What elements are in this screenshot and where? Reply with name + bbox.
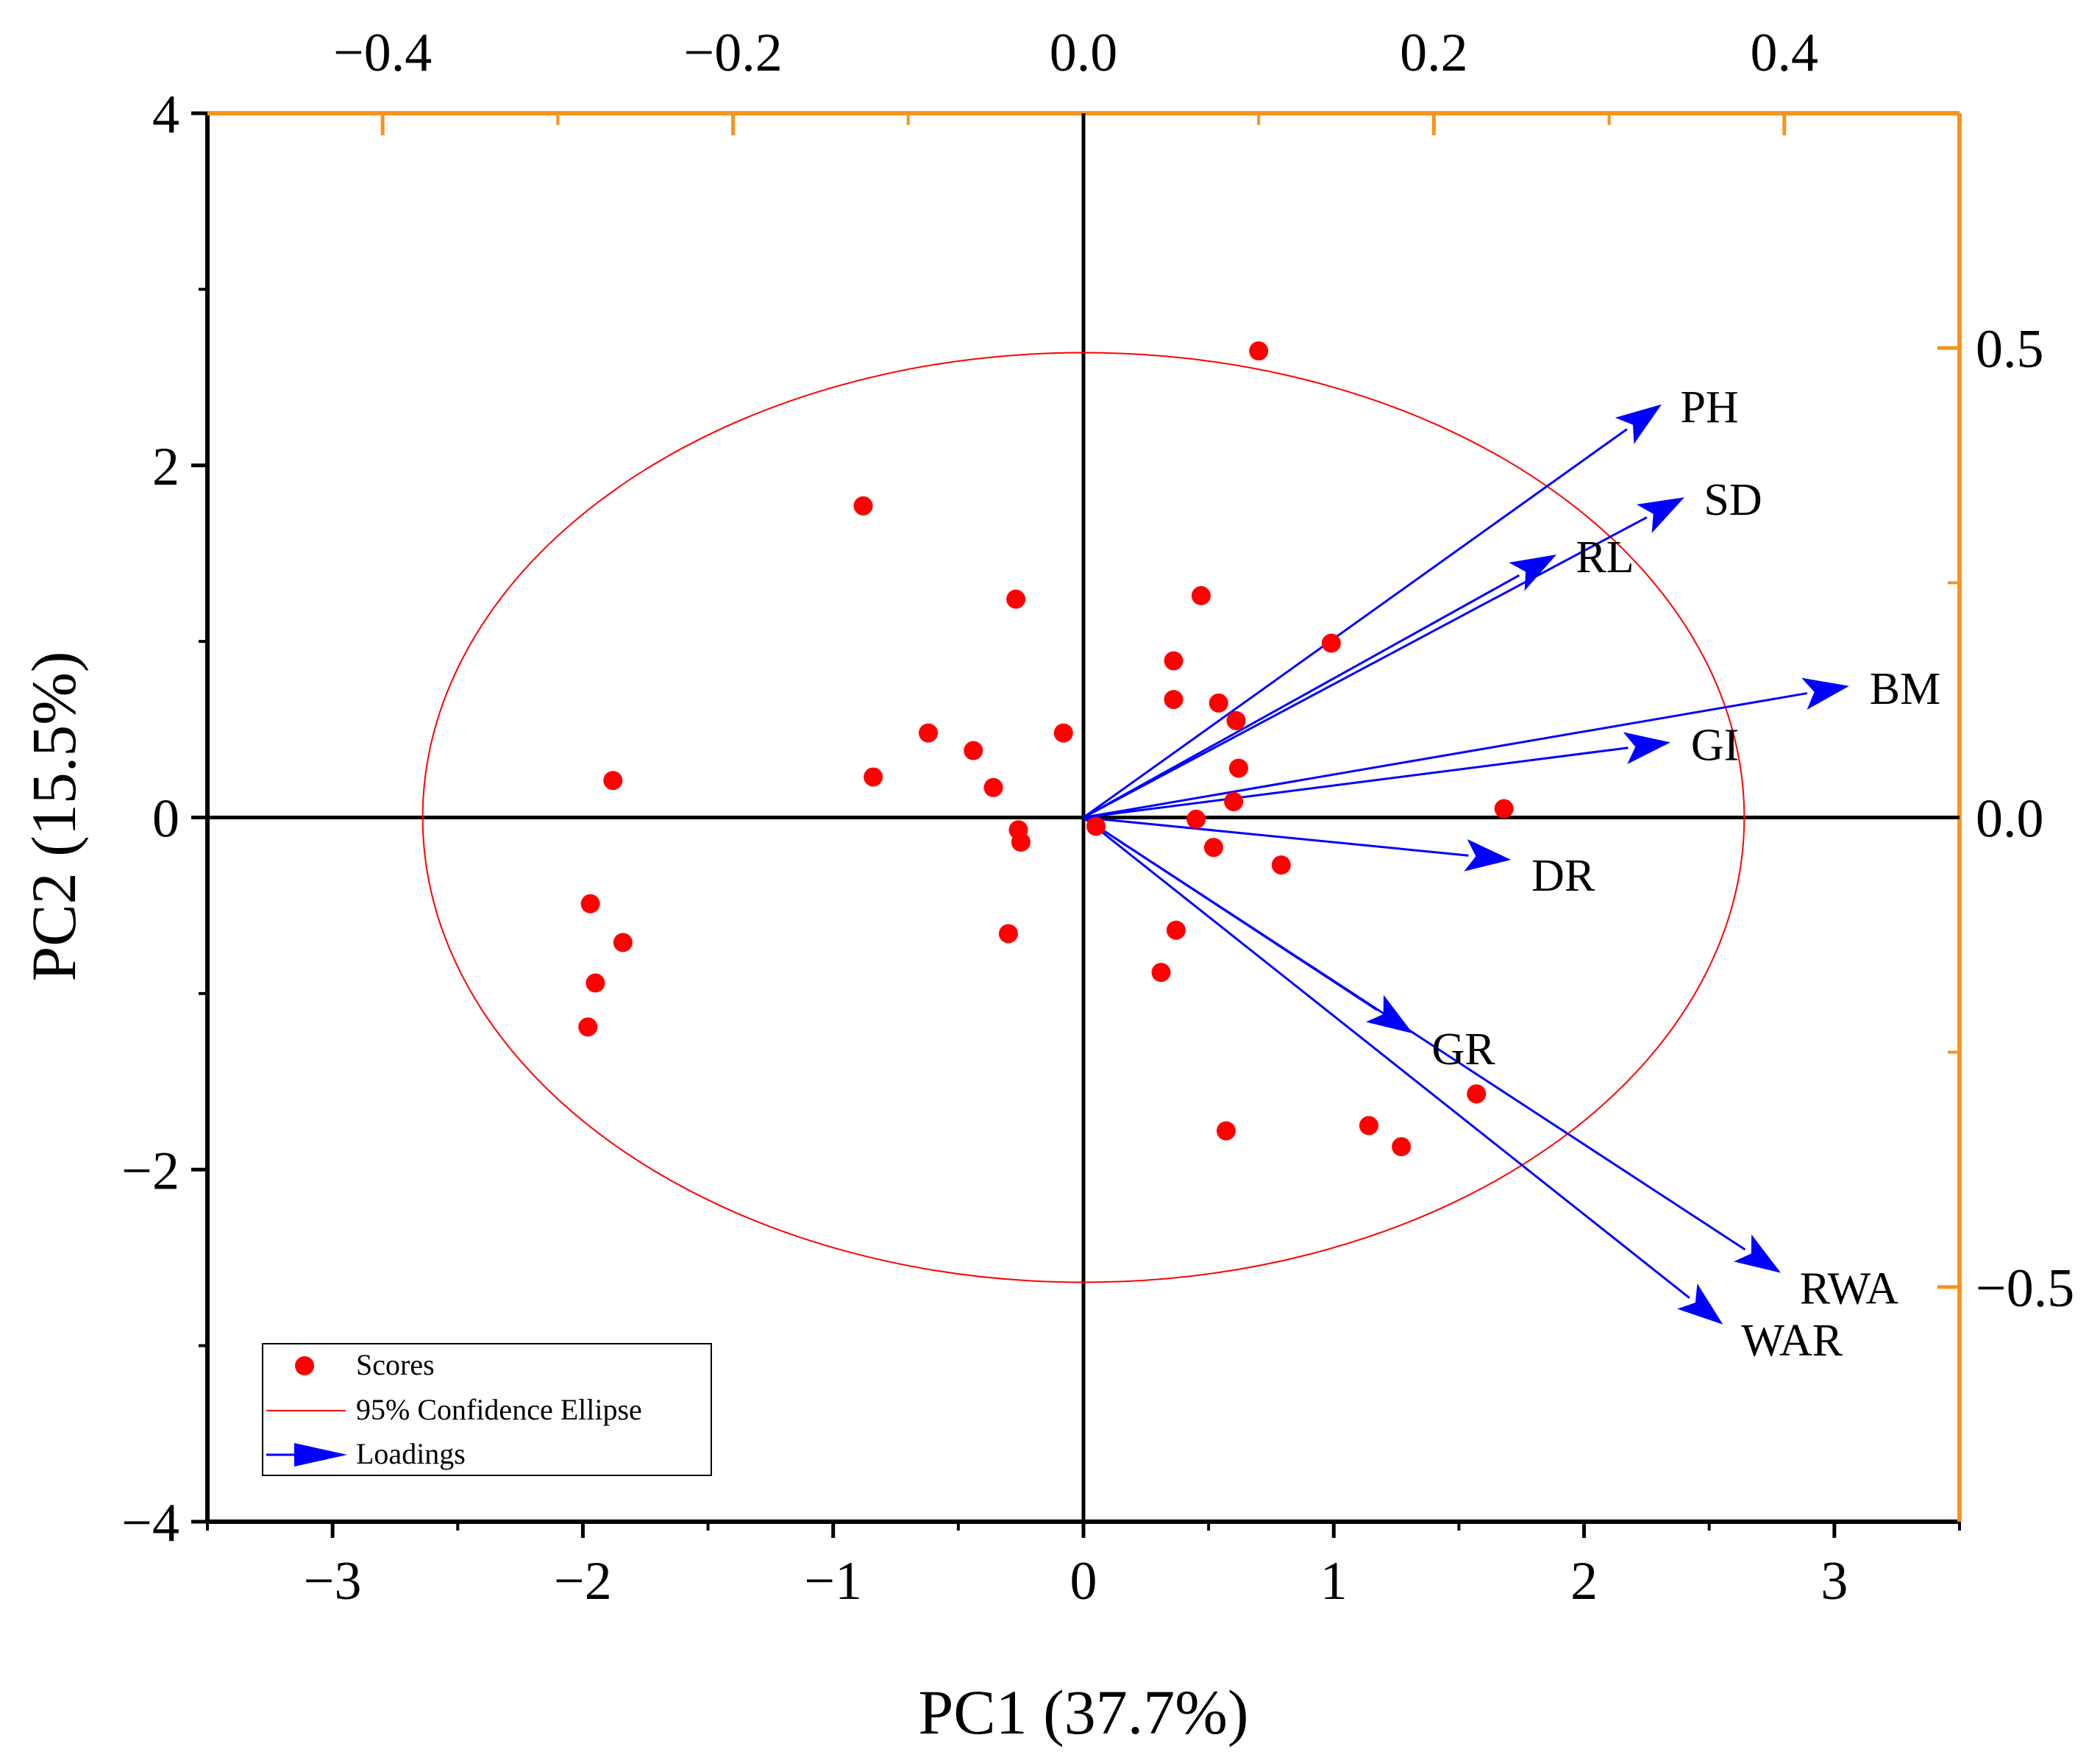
legend-loadings-label: Loadings — [356, 1437, 466, 1470]
score-point — [1166, 920, 1186, 940]
score-point — [603, 771, 623, 791]
top-tick-label: 0.2 — [1400, 23, 1468, 83]
loading-label-ph: PH — [1680, 382, 1738, 432]
y-tick-label: 0 — [152, 789, 179, 849]
loading-arrow-war — [1083, 816, 1690, 1300]
loading-label-rl: RL — [1576, 532, 1634, 582]
loading-label-rwa: RWA — [1800, 1264, 1899, 1314]
score-point — [1228, 758, 1248, 778]
loading-arrowhead-bm — [1801, 677, 1849, 710]
y-tick-label: 4 — [152, 85, 179, 145]
loading-arrow-bm — [1083, 692, 1808, 819]
score-point — [864, 767, 883, 787]
score-point — [919, 723, 939, 743]
loading-arrow-sd — [1083, 516, 1648, 819]
loading-arrowhead-ph — [1615, 404, 1662, 444]
loading-arrowhead-dr — [1464, 838, 1512, 872]
x-tick-label: −2 — [554, 1551, 612, 1611]
loading-arrow-dr — [1083, 816, 1469, 857]
loading-arrowhead-rl — [1509, 555, 1557, 591]
score-point — [580, 894, 600, 913]
right-tick-label: 0.5 — [1976, 319, 2044, 380]
right-tick-label: −0.5 — [1976, 1258, 2074, 1319]
score-point — [1164, 651, 1184, 671]
score-point — [1226, 710, 1246, 730]
loadings-group — [1083, 404, 1849, 1325]
score-point — [964, 741, 983, 760]
score-point — [1203, 838, 1223, 858]
y-tick-label: −4 — [121, 1493, 179, 1553]
score-point — [1186, 809, 1206, 829]
score-point — [1053, 723, 1073, 743]
x-tick-label: 2 — [1570, 1551, 1598, 1611]
loading-arrowhead-gi — [1623, 732, 1670, 765]
y-tick-label: 2 — [152, 437, 179, 497]
y-tick-label: −2 — [121, 1141, 179, 1201]
score-point — [1271, 855, 1291, 875]
score-point — [983, 777, 1003, 797]
x-tick-label: −3 — [304, 1551, 362, 1611]
top-tick-label: 0.0 — [1050, 23, 1118, 83]
score-point — [853, 496, 873, 516]
loading-label-bm: BM — [1870, 664, 1940, 714]
loading-arrow-ph — [1083, 428, 1628, 819]
loading-arrow-rwa — [1083, 816, 1746, 1251]
loading-label-dr: DR — [1531, 851, 1595, 901]
top-tick-label: 0.4 — [1751, 23, 1819, 83]
loading-label-gi: GI — [1691, 720, 1739, 770]
score-point — [1011, 833, 1031, 852]
score-point — [1086, 816, 1106, 836]
loading-arrow-gi — [1083, 747, 1629, 819]
loading-arrowhead-rwa — [1734, 1234, 1782, 1273]
score-point — [1006, 589, 1026, 609]
x-tick-label: 0 — [1070, 1551, 1097, 1611]
x-tick-label: 1 — [1320, 1551, 1348, 1611]
axis-tick-labels-group: −3 −2 −1 0 1 2 3 −4 −2 0 2 4 −0.4 −0.2 0.0 0.2 0.4 −0.5 0.… — [121, 23, 2074, 1611]
score-point — [1321, 633, 1341, 653]
loading-arrowhead-war — [1677, 1283, 1723, 1325]
loading-label-sd: SD — [1704, 475, 1762, 525]
y-axis-title: PC2 (15.5%) — [18, 651, 89, 981]
x-axis-title: PC1 (37.7%) — [918, 1677, 1248, 1747]
score-point — [1191, 585, 1211, 605]
score-point — [1209, 693, 1228, 713]
top-tick-label: −0.2 — [683, 23, 782, 83]
legend-scores-marker — [295, 1356, 314, 1375]
x-tick-label: −1 — [804, 1551, 862, 1611]
x-tick-label: 3 — [1820, 1551, 1848, 1611]
score-point — [1224, 791, 1244, 811]
score-point — [1249, 341, 1269, 361]
top-tick-label: −0.4 — [333, 23, 432, 83]
score-point — [1216, 1121, 1236, 1141]
legend-ellipse-label: 95% Confidence Ellipse — [356, 1393, 642, 1426]
loading-arrowhead-sd — [1636, 497, 1685, 533]
scores-group — [578, 341, 1514, 1157]
score-point — [1467, 1084, 1487, 1104]
legend: Scores 95% Confidence Ellipse Loadings — [262, 1343, 712, 1476]
score-point — [998, 924, 1018, 944]
score-point — [1164, 690, 1184, 710]
confidence-ellipse — [421, 352, 1745, 1283]
score-point — [613, 933, 633, 952]
score-point — [578, 1017, 598, 1037]
confidence-ellipse-group — [421, 352, 1745, 1283]
legend-scores-label: Scores — [356, 1348, 435, 1381]
legend-loadings-arrowhead — [294, 1443, 347, 1467]
score-point — [1151, 963, 1171, 983]
score-point — [1494, 799, 1514, 819]
score-point — [1359, 1116, 1378, 1136]
score-point — [1392, 1137, 1412, 1157]
right-tick-label: 0.0 — [1976, 789, 2044, 849]
loading-label-gr: GR — [1432, 1025, 1496, 1075]
loading-arrow-rl — [1083, 574, 1520, 819]
score-point — [585, 973, 605, 993]
loading-label-war: WAR — [1741, 1316, 1843, 1366]
